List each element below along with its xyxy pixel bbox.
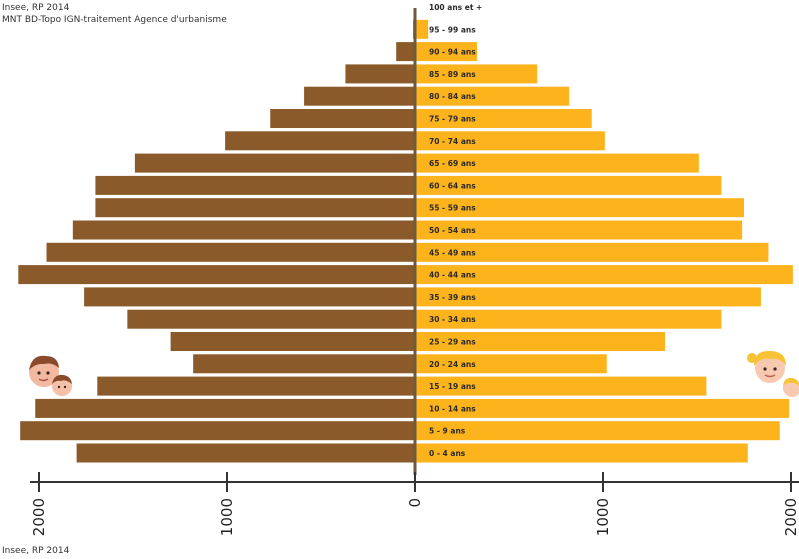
x-tick-label-0: 2000 bbox=[30, 498, 48, 536]
girl-faces-icon bbox=[747, 350, 799, 397]
x-tick-label-4: 2000 bbox=[782, 498, 799, 536]
age-label-12: 60 - 64 ans bbox=[429, 181, 476, 190]
female-bar-8 bbox=[415, 265, 793, 285]
age-label-16: 80 - 84 ans bbox=[429, 92, 476, 101]
male-bars bbox=[18, 19, 416, 463]
boy-faces-icon bbox=[29, 355, 72, 396]
age-label-6: 30 - 34 ans bbox=[429, 315, 476, 324]
source-line-2: MNT BD-Topo IGN-traitement Agence d'urba… bbox=[2, 15, 227, 25]
age-label-4: 20 - 24 ans bbox=[429, 360, 476, 369]
female-bar-19 bbox=[415, 19, 429, 39]
age-label-8: 40 - 44 ans bbox=[429, 271, 476, 280]
female-bar-7 bbox=[415, 287, 761, 307]
male-bar-15 bbox=[270, 109, 415, 128]
male-bar-18 bbox=[396, 42, 415, 62]
male-bar-8 bbox=[18, 265, 415, 285]
age-label-5: 25 - 29 ans bbox=[429, 338, 476, 347]
age-label-15: 75 - 79 ans bbox=[429, 115, 476, 124]
female-bar-3 bbox=[415, 376, 707, 396]
age-label-3: 15 - 19 ans bbox=[429, 382, 476, 391]
female-bar-6 bbox=[415, 309, 722, 329]
x-axis: 2000 1000 0 1000 2000 bbox=[30, 472, 799, 536]
female-bar-15 bbox=[415, 109, 592, 128]
female-bar-14 bbox=[415, 131, 605, 151]
x-tick-label-2: 0 bbox=[406, 498, 424, 508]
male-bar-4 bbox=[193, 354, 415, 374]
age-labels: 0 - 4 ans 5 - 9 ans 10 - 14 ans 15 - 19 ans… bbox=[429, 3, 482, 458]
age-label-19: 95 - 99 ans bbox=[429, 25, 476, 34]
x-tick-label-3: 1000 bbox=[594, 498, 612, 536]
female-bar-18 bbox=[415, 42, 478, 62]
male-bar-5 bbox=[170, 332, 415, 351]
age-label-9: 45 - 49 ans bbox=[429, 248, 476, 257]
female-bar-11 bbox=[415, 198, 744, 218]
male-bar-13 bbox=[134, 153, 415, 173]
source-note-top: Insee, RP 2014 MNT BD-Topo IGN-traitemen… bbox=[2, 2, 227, 26]
age-label-0: 0 - 4 ans bbox=[429, 449, 466, 458]
female-bar-2 bbox=[415, 398, 790, 418]
female-bar-13 bbox=[415, 153, 699, 173]
age-label-11: 55 - 59 ans bbox=[429, 204, 476, 213]
female-bar-5 bbox=[415, 332, 666, 351]
male-bar-9 bbox=[46, 242, 416, 262]
male-bar-16 bbox=[304, 86, 415, 106]
female-bar-9 bbox=[415, 242, 769, 262]
female-bar-17 bbox=[415, 64, 538, 84]
male-bar-11 bbox=[95, 198, 416, 218]
female-bar-4 bbox=[415, 354, 607, 374]
male-bar-2 bbox=[35, 398, 416, 418]
male-bar-17 bbox=[345, 64, 415, 84]
male-bar-7 bbox=[84, 287, 416, 307]
source-note-bottom: Insee, RP 2014 bbox=[2, 546, 70, 556]
age-label-2: 10 - 14 ans bbox=[429, 404, 476, 413]
male-bar-12 bbox=[95, 175, 416, 195]
age-label-7: 35 - 39 ans bbox=[429, 293, 476, 302]
female-bar-16 bbox=[415, 86, 570, 106]
age-label-18: 90 - 94 ans bbox=[429, 48, 476, 57]
female-bar-12 bbox=[415, 175, 722, 195]
age-label-10: 50 - 54 ans bbox=[429, 226, 476, 235]
female-bar-0 bbox=[415, 443, 748, 463]
age-label-20: 100 ans et + bbox=[429, 3, 482, 12]
female-bar-1 bbox=[415, 421, 780, 441]
male-bar-3 bbox=[97, 376, 415, 396]
male-bar-0 bbox=[76, 443, 415, 463]
female-bar-10 bbox=[415, 220, 743, 240]
male-bar-10 bbox=[72, 220, 415, 240]
age-label-14: 70 - 74 ans bbox=[429, 137, 476, 146]
age-label-1: 5 - 9 ans bbox=[429, 427, 466, 436]
age-label-13: 65 - 69 ans bbox=[429, 159, 476, 168]
age-label-17: 85 - 89 ans bbox=[429, 70, 476, 79]
male-bar-1 bbox=[20, 421, 415, 441]
source-line-1: Insee, RP 2014 bbox=[2, 3, 70, 13]
female-bars bbox=[415, 19, 793, 463]
male-bar-14 bbox=[225, 131, 415, 151]
x-tick-label-1: 1000 bbox=[218, 498, 236, 536]
male-bar-6 bbox=[127, 309, 416, 329]
